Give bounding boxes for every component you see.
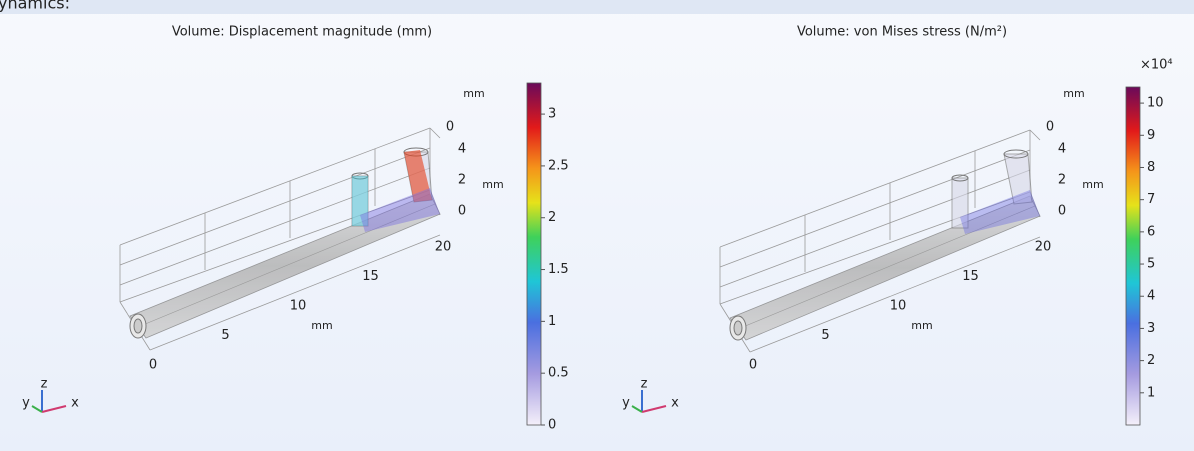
colorbar-tick-label: 3 [1147,321,1155,336]
z-tick-label: 4 [1058,142,1066,157]
y-unit: mm [463,87,484,100]
x-tick-label: 0 [749,358,757,373]
colorbar-tick-label: 2.5 [548,158,569,173]
colorbar-tick-label: 10 [1147,96,1164,111]
x-tick-label: 10 [290,299,307,314]
colorbar-tick-label: 1.5 [548,262,569,277]
page: ynamics: Volume: Displacement magnitude … [0,0,1194,451]
x-tick-label: 20 [1035,240,1052,255]
triad-label: x [671,396,679,411]
colorbar-tick-label: 0 [548,418,556,433]
screenshot: ynamics: Volume: Displacement magnitude … [0,0,1194,451]
z-tick-label: 2 [458,173,466,188]
x-tick-label: 15 [962,269,979,284]
x-unit: mm [911,319,932,332]
colorbar-tick-label: 2 [1147,353,1155,368]
plot-title: Volume: von Mises stress (N/m²) [797,25,1007,40]
triad-label: y [22,396,30,411]
z-tick-label: 2 [1058,173,1066,188]
colorbar [527,83,541,425]
header-text: ynamics: [0,0,70,13]
z-tick-label: 4 [458,142,466,157]
colorbar-tick-label: 0.5 [548,366,569,381]
y-tick-label: 0 [446,120,454,135]
colorbar-tick-label: 5 [1147,257,1155,272]
plot-title: Volume: Displacement magnitude (mm) [172,25,432,40]
colorbar-tick-label: 6 [1147,224,1155,239]
colorbar [1126,87,1140,425]
colorbar-tick-label: 2 [548,210,556,225]
z-tick-label: 0 [458,204,466,219]
z-tick-label: 0 [1058,204,1066,219]
x-tick-label: 20 [435,240,452,255]
triad-label: z [41,377,48,392]
x-tick-label: 10 [890,299,907,314]
y-tick-label: 0 [1046,120,1054,135]
header-band [0,0,1194,14]
colorbar-tick-label: 7 [1147,192,1155,207]
colorbar-tick-label: 1 [548,314,556,329]
x-tick-label: 0 [149,358,157,373]
triad-label: z [641,377,648,392]
colorbar-tick-label: 9 [1147,128,1155,143]
x-tick-label: 5 [821,328,829,343]
x-tick-label: 15 [362,269,379,284]
colorbar-multiplier: ×10⁴ [1140,58,1173,73]
triad-label: x [71,396,79,411]
y-unit: mm [1063,87,1084,100]
z-unit: mm [482,178,503,191]
x-tick-label: 5 [221,328,229,343]
triad-label: y [622,396,630,411]
z-unit: mm [1082,178,1103,191]
colorbar-tick-label: 8 [1147,160,1155,175]
x-unit: mm [311,319,332,332]
colorbar-tick-label: 4 [1147,289,1155,304]
colorbar-tick-label: 3 [548,107,556,122]
colorbar-tick-label: 1 [1147,385,1155,400]
